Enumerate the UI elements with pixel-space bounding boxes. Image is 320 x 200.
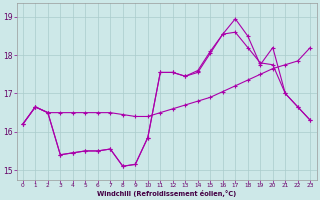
- X-axis label: Windchill (Refroidissement éolien,°C): Windchill (Refroidissement éolien,°C): [97, 190, 236, 197]
